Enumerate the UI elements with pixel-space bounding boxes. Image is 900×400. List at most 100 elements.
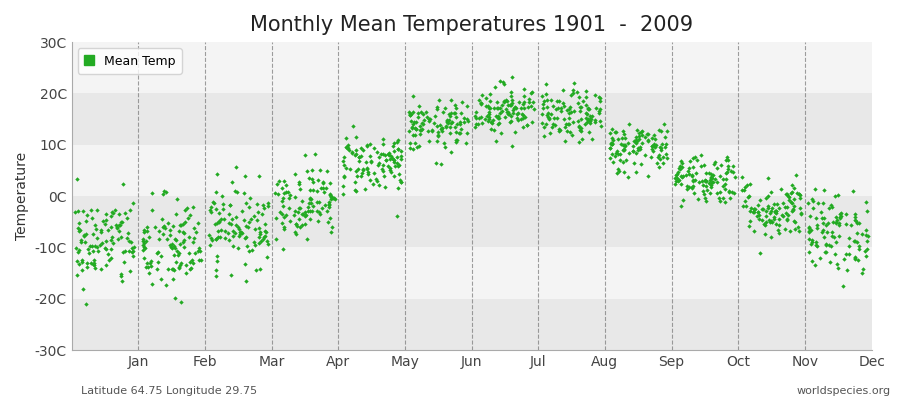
Point xyxy=(429,104,444,110)
Point xyxy=(859,252,873,259)
Point xyxy=(391,136,405,143)
Point xyxy=(349,151,364,158)
Point xyxy=(507,106,521,113)
Point xyxy=(79,218,94,224)
Point xyxy=(238,260,253,267)
Point xyxy=(212,219,226,225)
Point xyxy=(210,236,224,242)
Point xyxy=(442,111,456,118)
Point xyxy=(566,90,580,96)
Point xyxy=(806,198,820,204)
Point xyxy=(562,110,576,116)
Point xyxy=(634,128,649,134)
Point xyxy=(301,204,315,210)
Point xyxy=(500,102,515,108)
Point xyxy=(767,214,781,221)
Point xyxy=(616,147,630,154)
Point xyxy=(339,144,354,150)
Point xyxy=(213,227,228,233)
Point xyxy=(479,95,493,101)
Point xyxy=(86,243,100,249)
Point xyxy=(72,228,86,234)
Point xyxy=(536,101,550,108)
Point xyxy=(747,227,761,234)
Point xyxy=(612,168,626,174)
Point xyxy=(277,178,292,185)
Point xyxy=(412,142,427,149)
Point xyxy=(502,118,517,125)
Point xyxy=(91,248,105,254)
Point xyxy=(752,196,767,203)
Point xyxy=(393,148,408,155)
Point xyxy=(673,173,688,179)
Point xyxy=(461,118,475,125)
Point xyxy=(354,153,368,160)
Point xyxy=(793,194,807,201)
Point xyxy=(85,215,99,222)
Point xyxy=(758,231,772,238)
Point xyxy=(676,173,690,180)
Point xyxy=(413,131,428,137)
Point xyxy=(792,191,806,198)
Point xyxy=(383,169,398,176)
Point xyxy=(215,192,230,199)
Point xyxy=(503,102,517,108)
Point xyxy=(702,180,716,186)
Point xyxy=(336,191,350,197)
Point xyxy=(360,165,374,172)
Point xyxy=(116,249,130,255)
Point xyxy=(148,224,162,230)
Point xyxy=(75,267,89,274)
Point xyxy=(632,136,646,142)
Point xyxy=(83,242,97,249)
Point xyxy=(768,209,782,215)
Point xyxy=(708,159,723,165)
Point xyxy=(183,212,197,218)
Point xyxy=(843,222,858,228)
Point xyxy=(392,163,406,169)
Point xyxy=(301,208,315,214)
Point xyxy=(282,204,296,211)
Point xyxy=(408,125,422,131)
Point xyxy=(497,99,511,106)
Point xyxy=(269,236,284,242)
Point xyxy=(241,224,256,230)
Point xyxy=(848,214,862,220)
Point xyxy=(669,178,683,184)
Point xyxy=(203,209,218,216)
Point xyxy=(449,137,464,143)
Point xyxy=(483,98,498,104)
Point xyxy=(356,167,370,173)
Point xyxy=(616,142,631,149)
Point xyxy=(144,263,158,269)
Point xyxy=(248,239,262,246)
Point xyxy=(232,230,247,237)
Point xyxy=(846,188,860,195)
Point xyxy=(560,107,574,114)
Point xyxy=(268,190,283,196)
Point xyxy=(649,142,663,148)
Point xyxy=(605,139,619,146)
Point xyxy=(368,176,382,182)
Point xyxy=(716,183,730,189)
Point xyxy=(721,162,735,169)
Point xyxy=(252,172,266,179)
Point xyxy=(540,113,554,120)
Point xyxy=(139,264,153,270)
Point xyxy=(107,207,122,213)
Point xyxy=(434,161,448,167)
Point xyxy=(859,232,873,238)
Point xyxy=(288,229,302,235)
Point xyxy=(341,142,356,148)
Point xyxy=(723,188,737,194)
Point xyxy=(675,174,689,180)
Point xyxy=(126,252,140,259)
Point xyxy=(336,182,350,189)
Point xyxy=(563,108,578,115)
Point xyxy=(613,150,627,157)
Point xyxy=(696,182,710,188)
Point xyxy=(680,182,694,189)
Point xyxy=(704,184,718,190)
Point xyxy=(174,260,188,266)
Point xyxy=(716,176,730,182)
